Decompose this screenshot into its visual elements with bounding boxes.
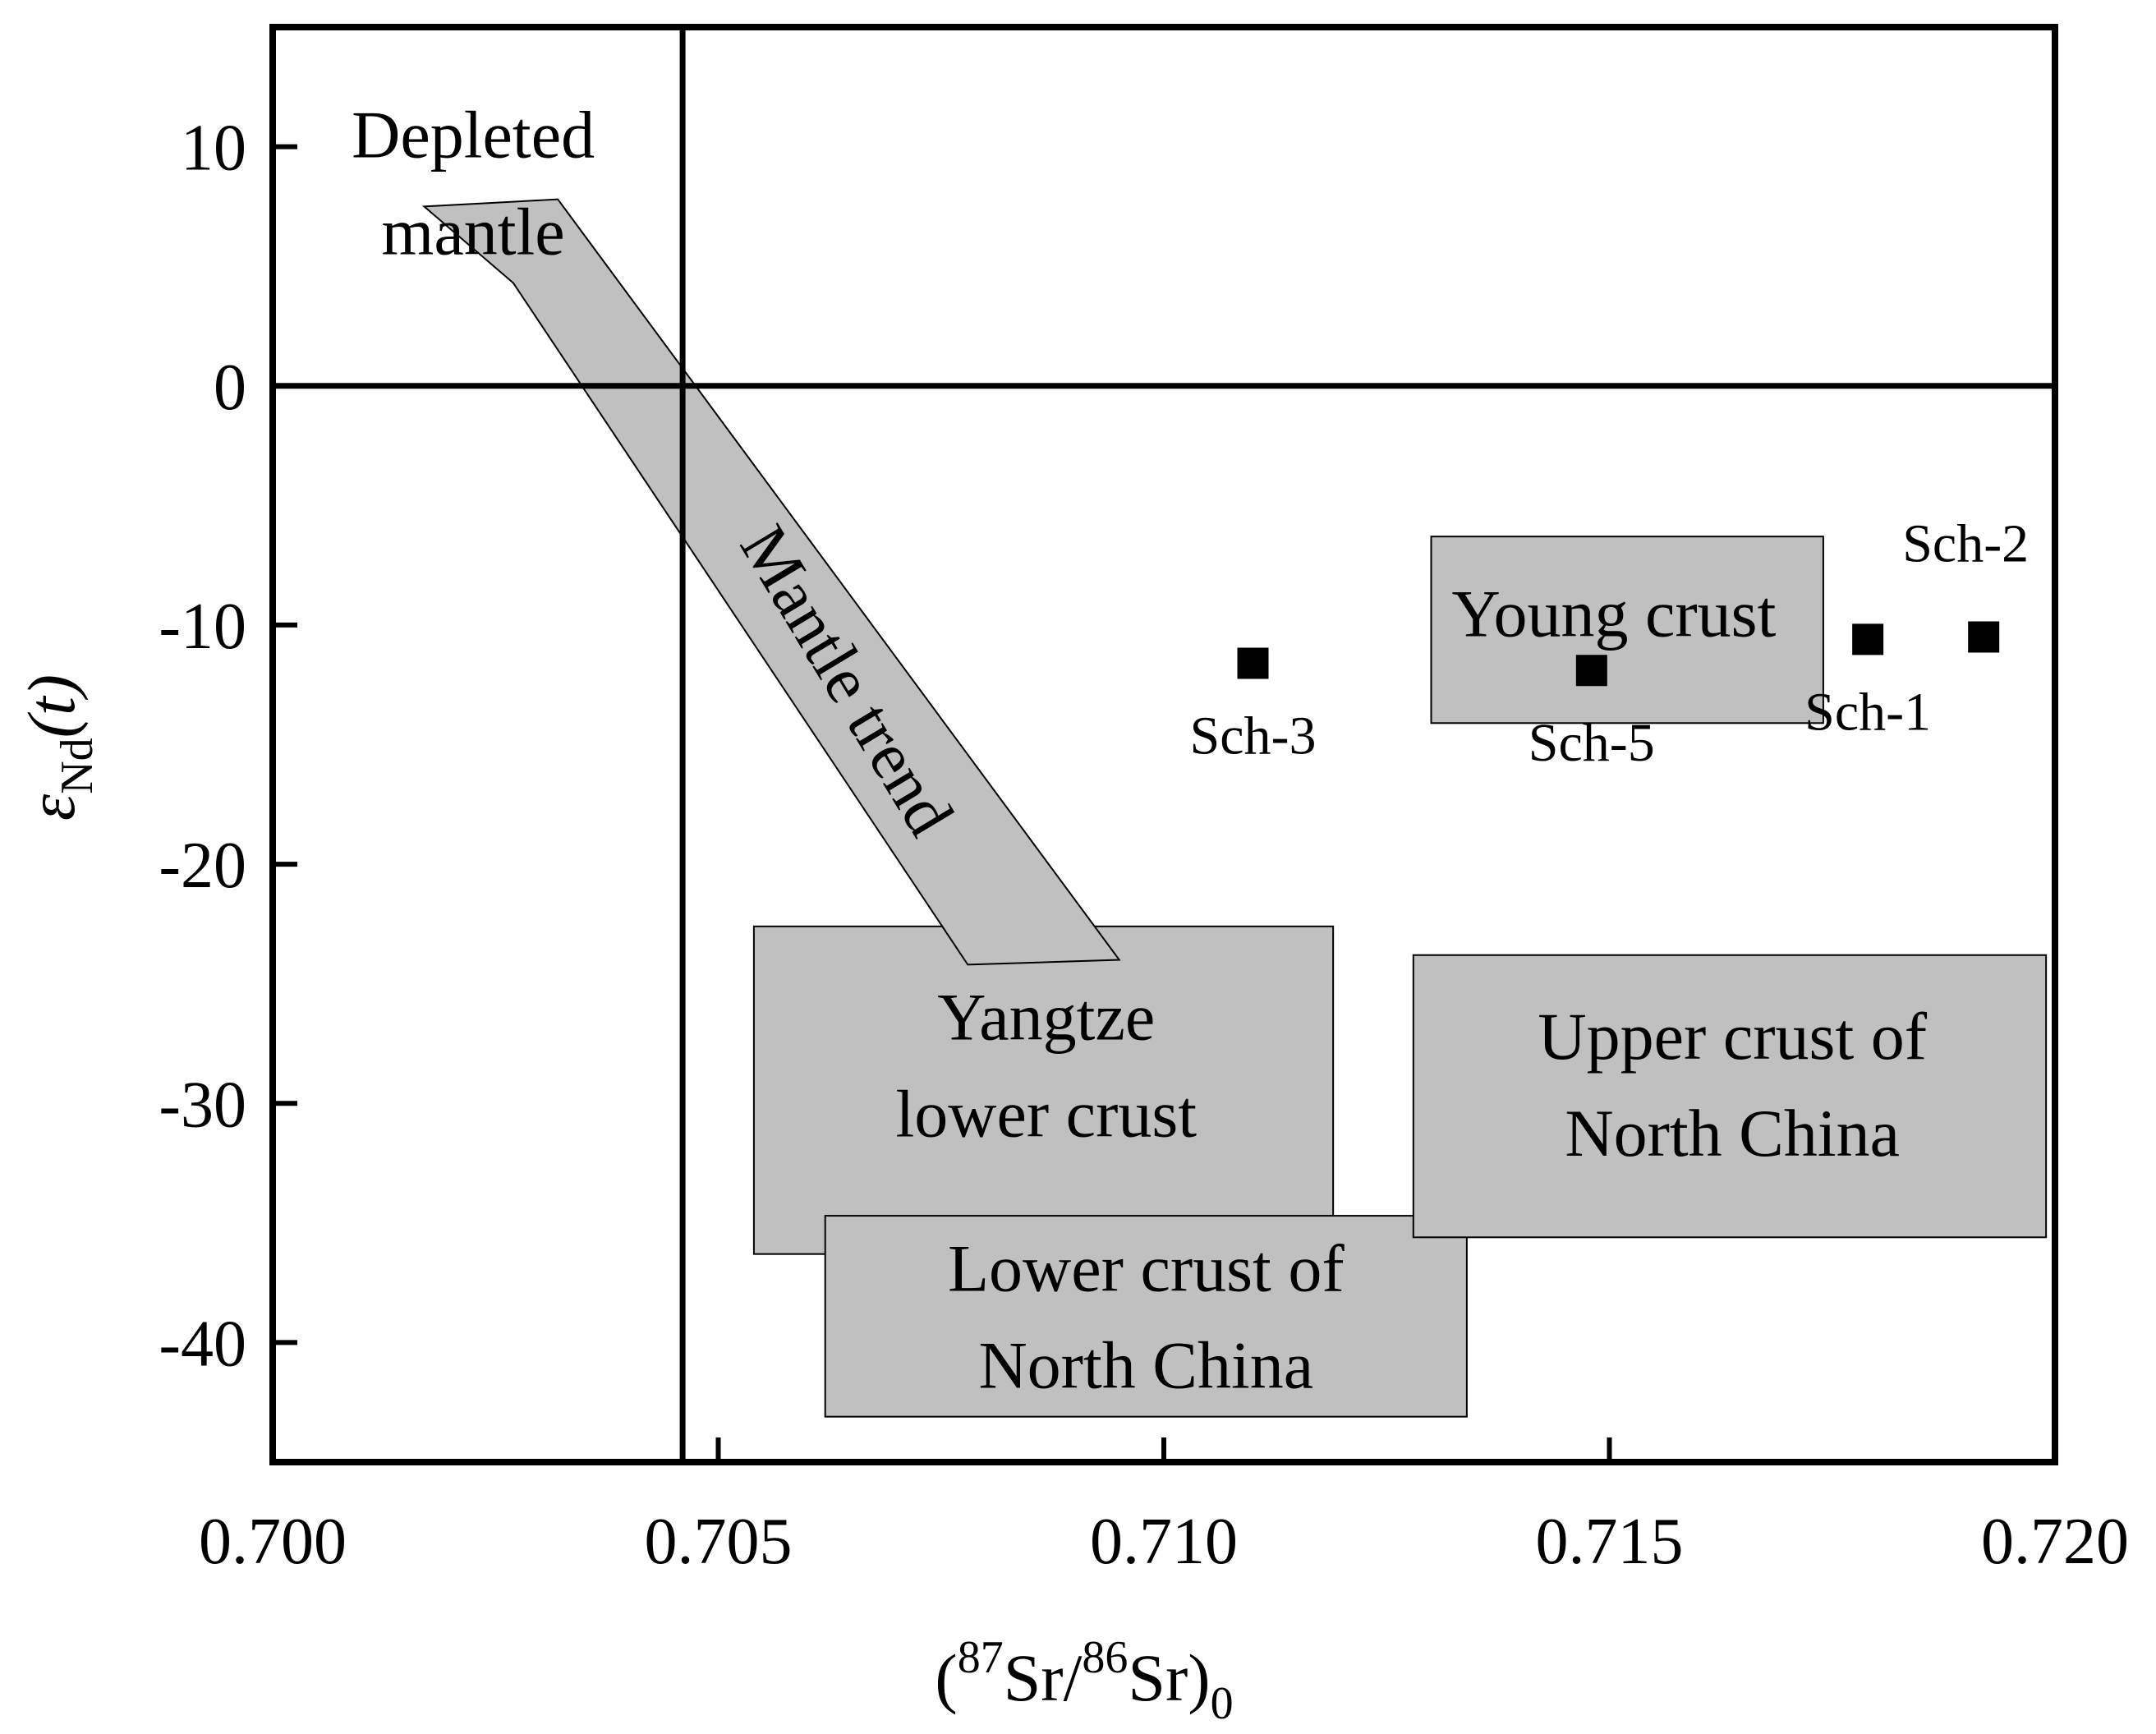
x-axis-title-sup1: 87 bbox=[958, 1632, 1004, 1683]
x-tick-label: 0.710 bbox=[1090, 1506, 1238, 1578]
y-tick-label: -40 bbox=[159, 1308, 246, 1380]
field-young-crust bbox=[1430, 536, 1824, 724]
x-axis-title-sup2: 86 bbox=[1082, 1632, 1128, 1683]
field-label-line: Mantle trend bbox=[726, 513, 968, 848]
sample-marker-sch-1 bbox=[1852, 623, 1884, 655]
field-label-upper-crust-north-china: Upper crust of North China bbox=[1538, 999, 1927, 1171]
sample-label-sch-2: Sch-2 bbox=[1902, 513, 2029, 573]
y-axis-title-rest: (t) bbox=[14, 674, 89, 738]
field-label-lower-crust-north-china: Lower crust of North China bbox=[948, 1230, 1345, 1402]
x-axis-title: (87Sr/86Sr)0 bbox=[935, 1632, 1233, 1729]
x-tick-label: 0.700 bbox=[199, 1506, 347, 1578]
x-tick-label: 0.715 bbox=[1536, 1506, 1684, 1578]
x-axis-ticks: 0.700 0.705 0.710 0.715 0.720 bbox=[199, 1437, 2129, 1578]
y-tick-label: 10 bbox=[181, 113, 246, 185]
field-upper-crust-north-china bbox=[1412, 954, 2048, 1239]
sample-marker-sch-3 bbox=[1237, 647, 1269, 679]
sample-marker-sch-2 bbox=[1968, 621, 2000, 653]
field-label-line: North China bbox=[1565, 1096, 1900, 1171]
x-axis-title-end: Sr) bbox=[1128, 1640, 1210, 1715]
y-tick-label: -30 bbox=[159, 1069, 246, 1141]
field-label-line: Lower crust of bbox=[948, 1230, 1345, 1305]
x-tick-label: 0.720 bbox=[1981, 1506, 2129, 1578]
y-tick-label: 0 bbox=[214, 352, 246, 424]
field-label-mantle-trend: Mantle trend bbox=[726, 513, 968, 848]
sample-markers: Sch-3 Sch-5 Sch-1 Sch-2 bbox=[1190, 513, 2030, 773]
field-lower-crust-north-china bbox=[824, 1215, 1468, 1418]
sample-label-sch-1: Sch-1 bbox=[1804, 682, 1931, 742]
annotation-line: mantle bbox=[382, 194, 565, 269]
y-tick-label: -20 bbox=[159, 830, 246, 902]
field-label-line: North China bbox=[978, 1327, 1313, 1402]
y-axis-title-main: ε bbox=[14, 793, 89, 821]
x-axis-title-mid: Sr/ bbox=[1004, 1640, 1083, 1715]
annotation-line: Depleted bbox=[352, 97, 595, 172]
x-tick-label: 0.705 bbox=[645, 1506, 793, 1578]
sample-label-sch-3: Sch-3 bbox=[1190, 706, 1317, 766]
y-axis-ticks: 10 0 -10 -20 -30 -40 bbox=[159, 113, 297, 1380]
x-axis-title-open: ( bbox=[935, 1640, 957, 1715]
source-fields bbox=[421, 198, 2048, 1418]
field-label-yangtze-lower-crust: Yangtze lower crust bbox=[895, 980, 1197, 1152]
sample-marker-sch-5 bbox=[1575, 655, 1607, 687]
y-tick-label: -10 bbox=[159, 591, 246, 663]
y-axis-title: εNd(t) bbox=[14, 674, 103, 821]
depleted-mantle-label: Depleted mantle bbox=[352, 97, 595, 269]
y-axis-title-sub: Nd bbox=[52, 738, 103, 793]
field-mantle-trend bbox=[421, 198, 1121, 966]
field-label-young-crust: Young crust bbox=[1451, 576, 1776, 651]
field-label-line: Young crust bbox=[1451, 576, 1776, 651]
field-label-line: Yangtze bbox=[937, 980, 1155, 1055]
field-yangtze-lower-crust bbox=[752, 925, 1335, 1255]
field-label-line: Upper crust of bbox=[1538, 999, 1927, 1074]
field-label-line: lower crust bbox=[895, 1077, 1197, 1152]
x-axis-title-sub: 0 bbox=[1211, 1678, 1234, 1729]
sample-label-sch-5: Sch-5 bbox=[1529, 713, 1655, 773]
